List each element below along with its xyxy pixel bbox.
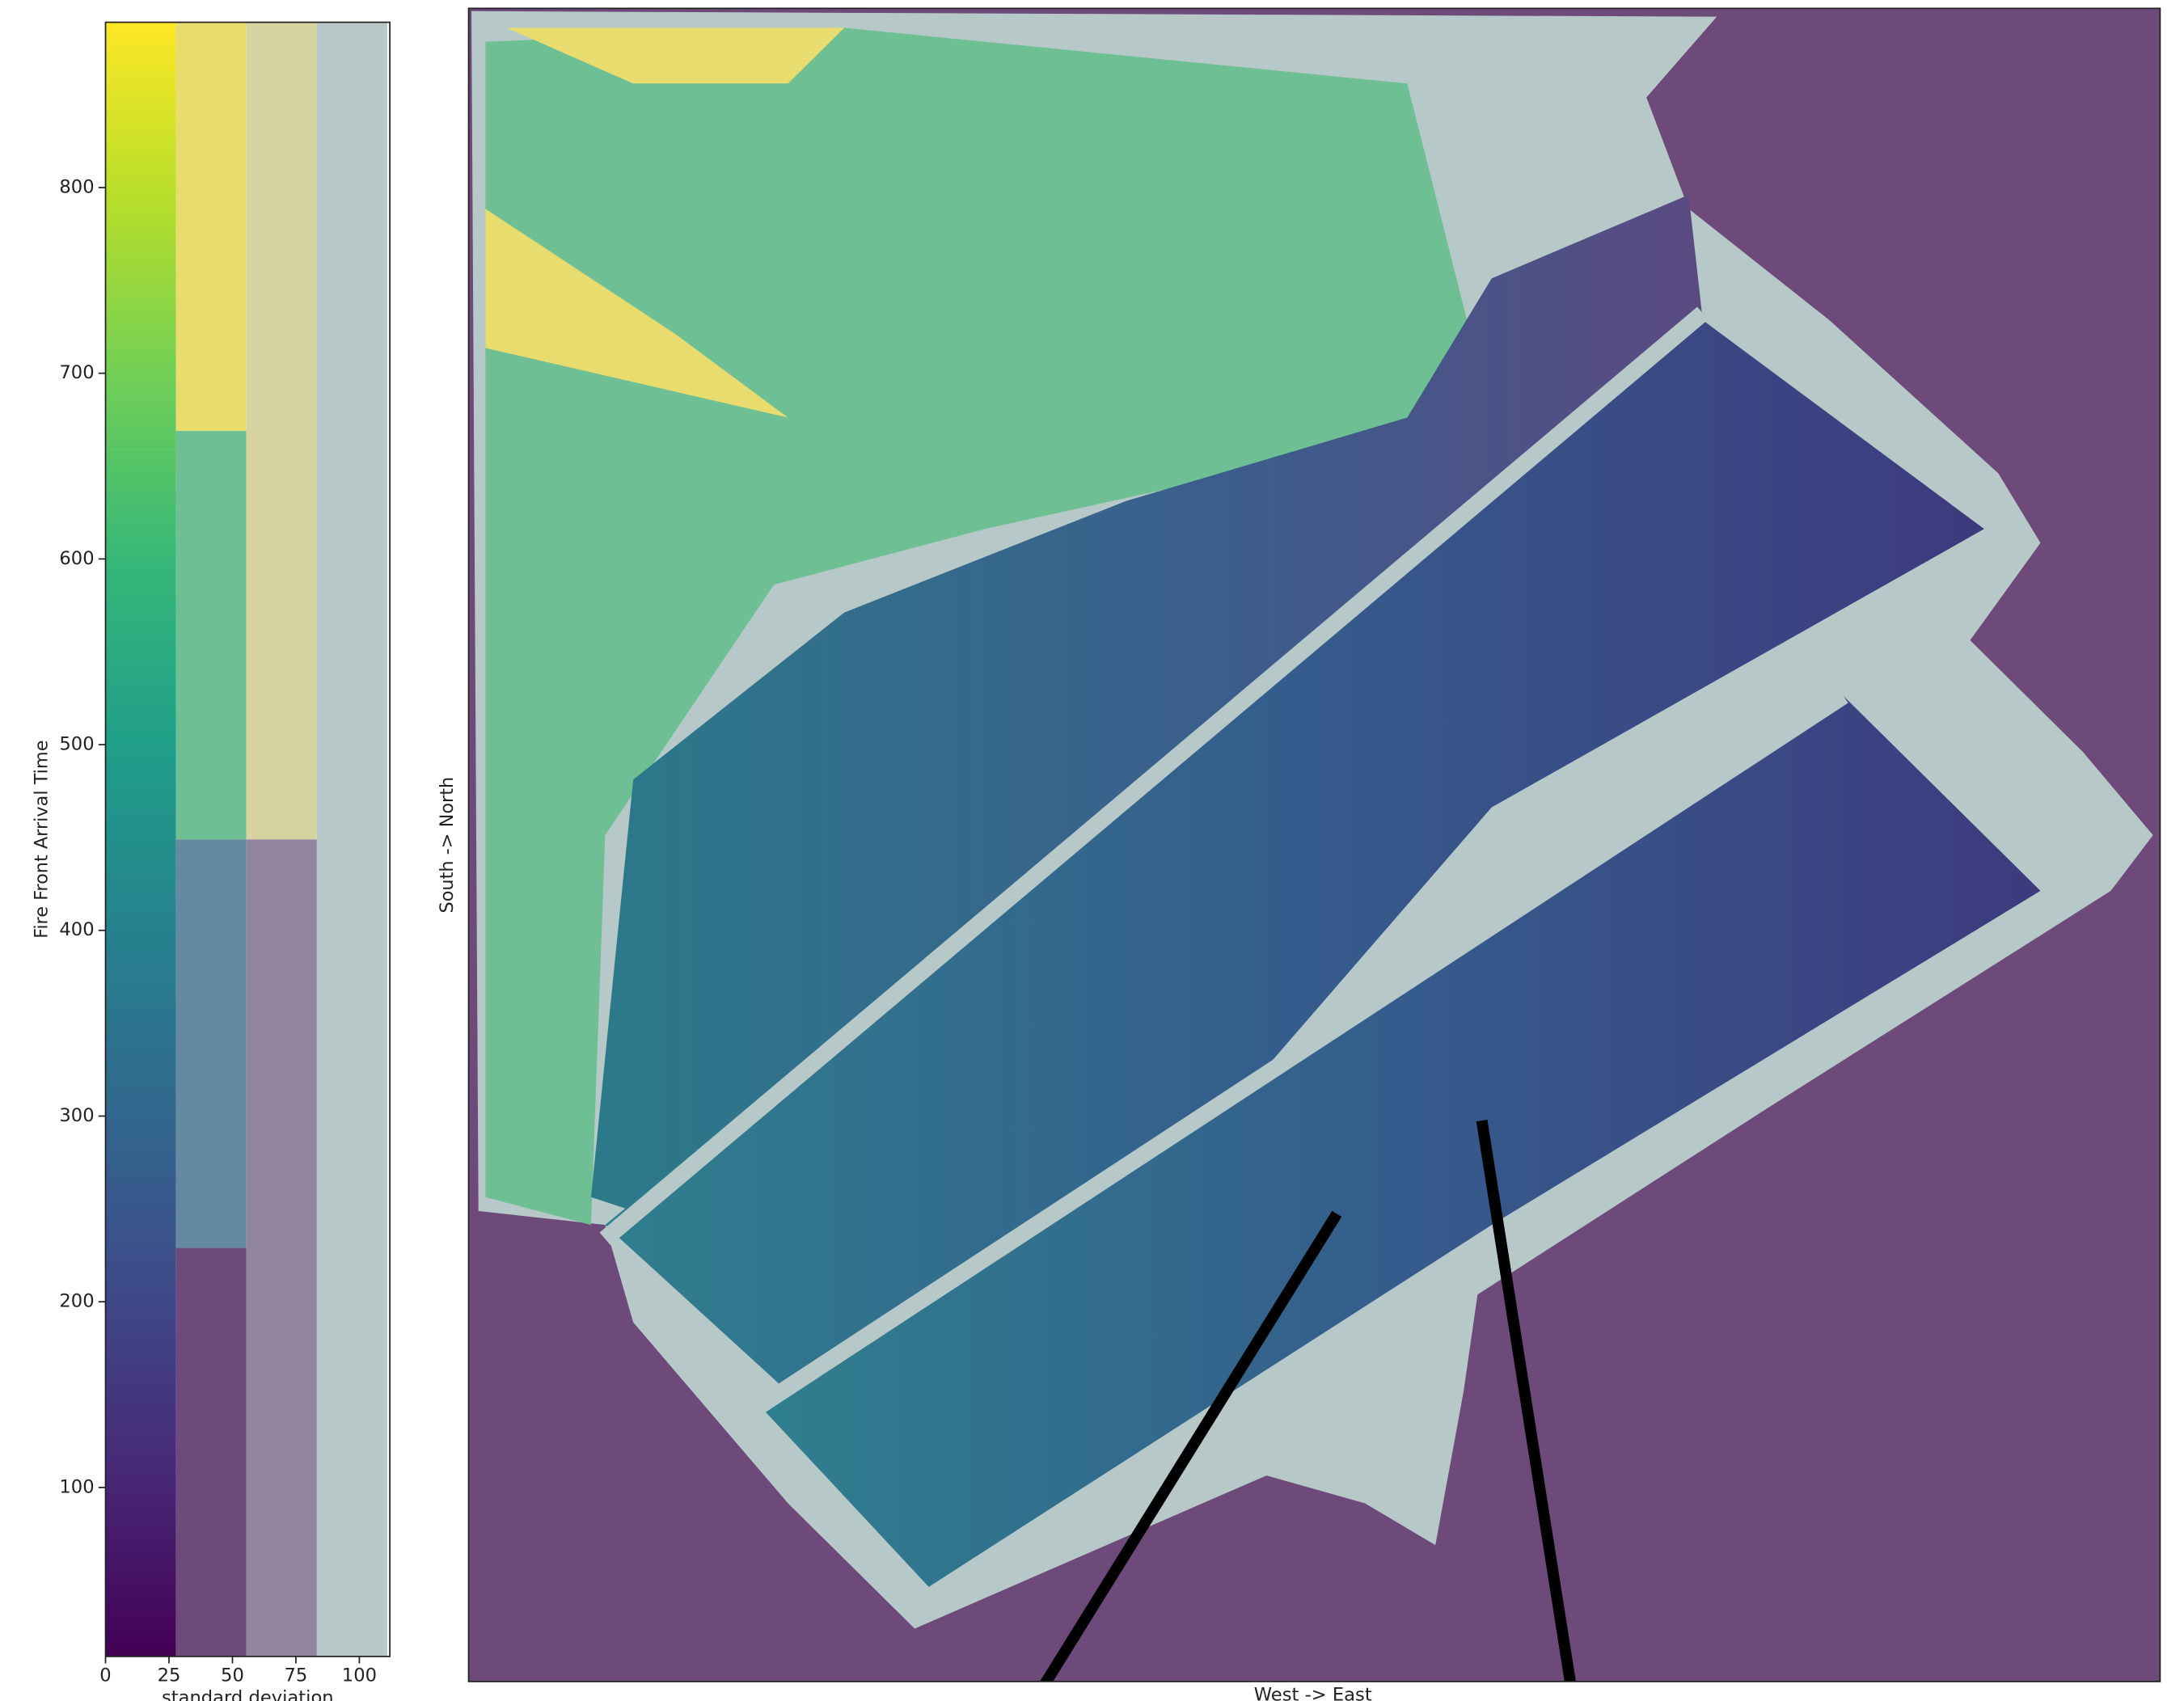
colorbar-cell (105, 22, 176, 1657)
map-image (468, 8, 2161, 1682)
colorbar-cell (316, 22, 387, 1657)
colorbar-cell (175, 430, 247, 840)
marker-line (1039, 1210, 1342, 1682)
strip-zone (759, 695, 2041, 1587)
colorbar-cell (246, 22, 317, 840)
y-tick-label: 100 (59, 1476, 94, 1497)
colorbar-cell (175, 22, 247, 431)
map-y-label: South -> North (437, 777, 458, 914)
fire-break (599, 306, 1709, 1246)
y-tick-label: 200 (59, 1291, 94, 1312)
green-zone (485, 27, 1492, 1226)
colorbar-cell (175, 1247, 247, 1657)
x-tick-label: 50 (221, 1665, 244, 1686)
y-tick-label: 800 (59, 177, 94, 198)
map-x-label: West -> East (1254, 1685, 1372, 1701)
colorbar-frame (104, 21, 391, 1657)
y-tick-label: 400 (59, 919, 94, 940)
x-tick-label: 75 (285, 1665, 308, 1686)
map-frame (467, 7, 2161, 1682)
yellow-zone (485, 209, 788, 418)
marker-line (1476, 1119, 1576, 1682)
x-tick-label: 25 (158, 1665, 181, 1686)
y-tick-label: 500 (59, 734, 94, 755)
fire-break (755, 689, 1848, 1413)
strip-zone (605, 320, 1984, 1392)
y-tick-label: 300 (59, 1105, 94, 1126)
x-tick-label: 0 (99, 1665, 111, 1686)
colorbar-cell (175, 839, 247, 1248)
colorbar-cell (246, 839, 317, 1657)
yellow-zone (506, 27, 845, 84)
y-tick-label: 700 (59, 362, 94, 383)
colorbar-y-label: Fire Front Arrival Time (32, 741, 53, 939)
colorbar-x-label: standard deviation (162, 1687, 334, 1701)
x-tick-label: 100 (342, 1665, 377, 1686)
y-tick-label: 600 (59, 548, 94, 569)
